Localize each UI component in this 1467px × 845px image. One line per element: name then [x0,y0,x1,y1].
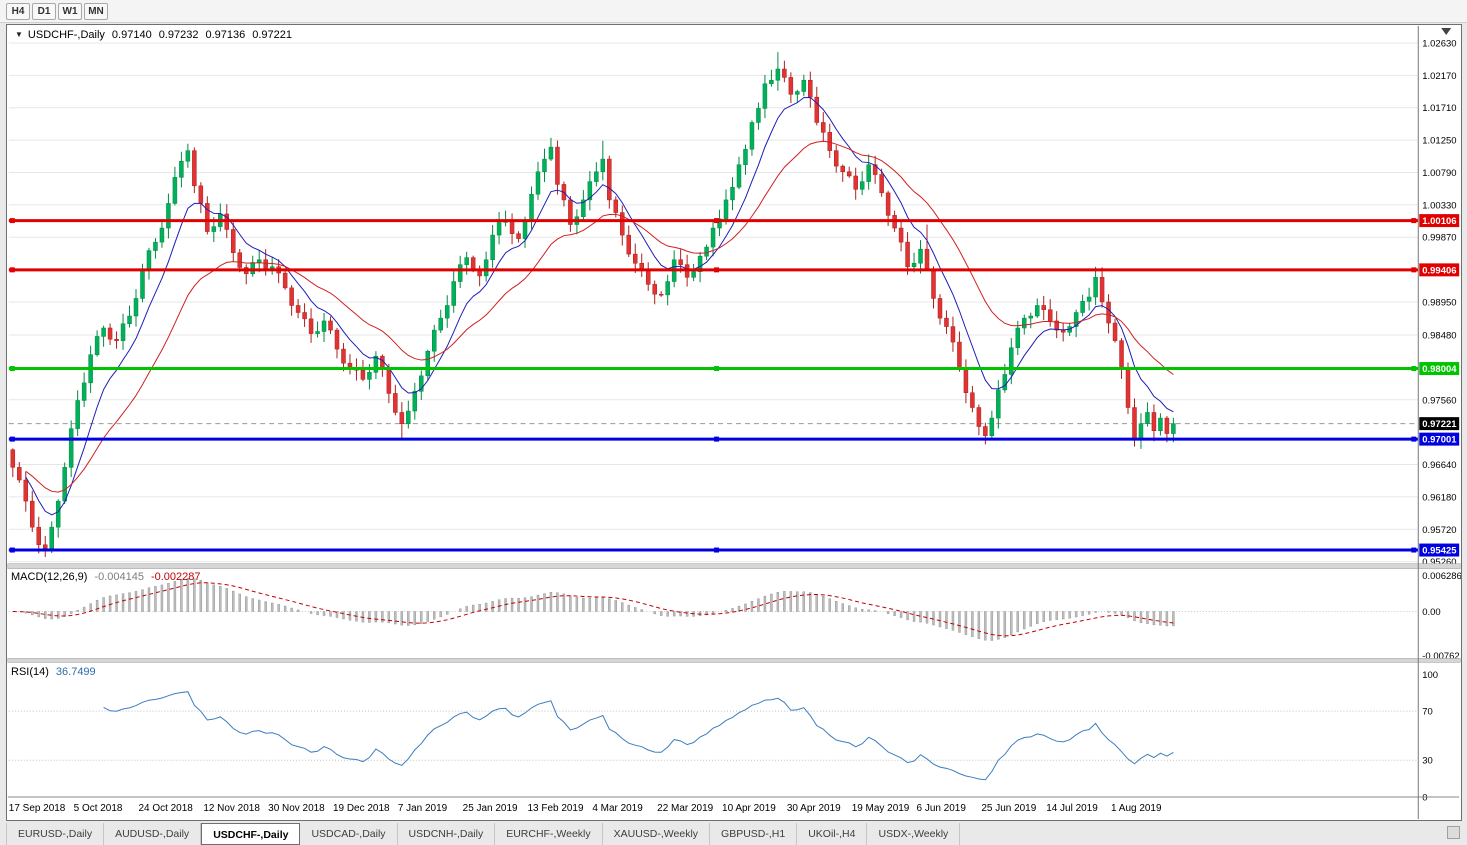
chart-tab-xauusd[interactable]: XAUUSD-,Weekly [603,823,711,845]
date-axis-label: 19 May 2019 [852,803,910,814]
rsi-axis-label: 0 [1422,793,1427,804]
chart-tab-bar: EURUSD-,Daily AUDUSD-,Daily USDCHF-,Daily U… [6,823,1462,845]
macd-axis-label: 0.00 [1422,607,1440,618]
date-axis-label: 13 Feb 2019 [528,803,584,814]
macd-axis-label: 0.006286 [1422,571,1461,582]
date-axis-label: 4 Mar 2019 [592,803,643,814]
price-axis-label: 0.98480 [1422,331,1456,342]
level-price-tag [1419,263,1460,277]
chart-tab-ukoil[interactable]: UKOil-,H4 [797,823,868,845]
chart-tab-usdcad[interactable]: USDCAD-,Daily [300,823,398,845]
price-axis-label: 0.96640 [1422,460,1456,471]
chart-tab-usdcnh[interactable]: USDCNH-,Daily [398,823,496,845]
chart-shift-marker-icon [1441,27,1452,35]
price-axis-label: 0.98950 [1422,297,1456,308]
level-price-tag-text: 0.98004 [1422,364,1457,375]
chart-tab-audusd[interactable]: AUDUSD-,Daily [104,823,202,845]
date-axis-label: 5 Oct 2018 [74,803,123,814]
level-price-tag [1419,543,1460,557]
current-price-tag-text: 0.97221 [1422,419,1456,430]
price-axis-label: 1.02630 [1422,38,1456,49]
price-axis-label: 0.99870 [1422,233,1456,244]
chart-window[interactable]: 1.00106 0.99406 0.98004 0.97001 0.95425 1.026… [6,24,1462,821]
date-axis-label: 19 Dec 2018 [333,803,390,814]
tab-scroll-button[interactable] [1447,826,1460,839]
date-axis-label: 30 Nov 2018 [268,803,325,814]
chart-tab-eurchf[interactable]: EURCHF-,Weekly [495,823,603,845]
price-axis-label: 1.02170 [1422,71,1456,82]
rsi-axis-label: 100 [1422,670,1438,681]
date-axis-label: 10 Apr 2019 [722,803,776,814]
macd-axis-label: -0.00762 [1422,651,1459,662]
price-axis-label: 0.95260 [1422,557,1456,568]
current-price-tag [1419,417,1460,431]
chart-tab-eurusd[interactable]: EURUSD-,Daily [6,823,105,845]
timeframe-button-h4[interactable]: H4 [6,2,30,20]
date-axis-label: 1 Aug 2019 [1111,803,1162,814]
timeframe-button-w1[interactable]: W1 [58,2,82,20]
date-axis-label: 25 Jun 2019 [981,803,1036,814]
price-axis-label: 1.00790 [1422,168,1456,179]
price-axis-label: 0.97560 [1422,395,1456,406]
level-price-tag [1419,432,1460,446]
timeframe-button-mn[interactable]: MN [84,2,108,20]
timeframe-toolbar: H4 D1 W1 MN [0,0,1467,23]
date-axis-label: 14 Jul 2019 [1046,803,1098,814]
chart-tab-gbpusd[interactable]: GBPUSD-,H1 [710,823,798,845]
date-axis-label: 30 Apr 2019 [787,803,841,814]
chart-tab-usdchf[interactable]: USDCHF-,Daily [201,823,301,845]
date-axis-label: 12 Nov 2018 [203,803,260,814]
price-axis-label: 1.01710 [1422,103,1456,114]
chart-tab-usdx[interactable]: USDX-,Weekly [867,823,961,845]
level-price-tag [1419,214,1460,228]
level-price-tag [1419,362,1460,376]
price-chart-canvas[interactable]: 1.00106 0.99406 0.98004 0.97001 0.95425 1.026… [7,25,1461,820]
date-axis-label: 22 Mar 2019 [657,803,713,814]
price-axis-label: 1.01250 [1422,136,1456,147]
price-axis-label: 0.96180 [1422,492,1456,503]
date-axis-label: 25 Jan 2019 [463,803,518,814]
date-axis-label: 24 Oct 2018 [138,803,193,814]
level-price-tag-text: 1.00106 [1422,216,1456,227]
level-price-tag-text: 0.99406 [1422,265,1456,276]
price-axis-label: 0.95720 [1422,525,1456,536]
date-axis-label: 7 Jan 2019 [398,803,448,814]
date-axis-label: 17 Sep 2018 [9,803,66,814]
price-axis-label: 1.00330 [1422,200,1456,211]
rsi-axis-label: 30 [1422,756,1433,767]
timeframe-button-d1[interactable]: D1 [32,2,56,20]
level-price-tag-text: 0.97001 [1422,435,1456,446]
date-axis-label: 6 Jun 2019 [917,803,967,814]
rsi-axis-label: 70 [1422,707,1433,718]
level-price-tag-text: 0.95425 [1422,546,1456,557]
